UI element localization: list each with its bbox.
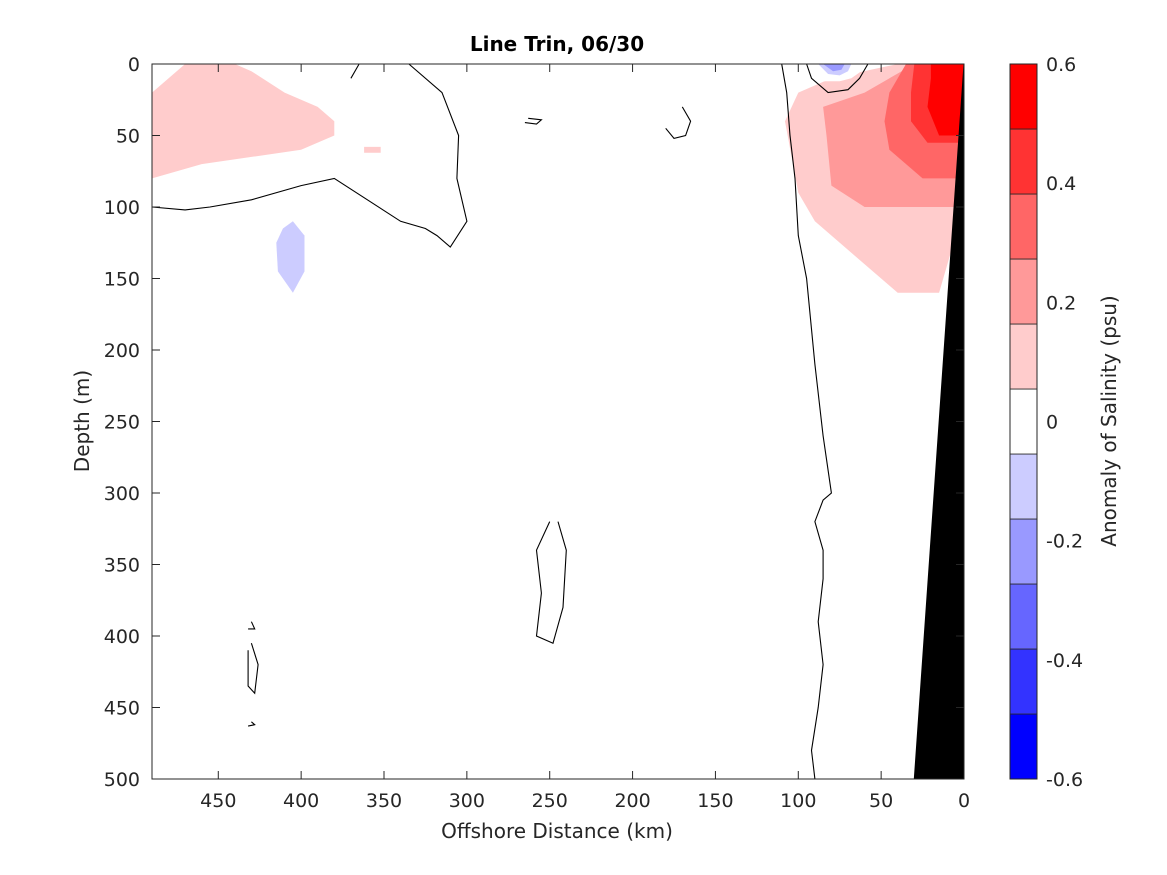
x-tick-label: 300 — [449, 790, 485, 812]
y-tick-label: 300 — [104, 483, 140, 505]
colorbar-segment — [1009, 388, 1038, 455]
x-tick-label: 450 — [200, 790, 236, 812]
x-tick-label: 50 — [869, 790, 893, 812]
x-tick-label: 0 — [958, 790, 970, 812]
y-tick-label: 0 — [128, 54, 140, 76]
colorbar-segment — [1009, 63, 1038, 130]
colorbar-tick-label: 0 — [1046, 412, 1058, 434]
colorbar-frame — [1009, 63, 1038, 780]
positive-anomaly-offshore-0.1 — [152, 64, 335, 179]
zero-contour-surface-2 — [806, 63, 869, 94]
colorbar-ticks: -0.6 -0.4 -0.2 0 0.2 0.4 0.6 — [1046, 54, 1083, 791]
chart-title: Line Trin, 06/30 — [470, 32, 644, 56]
zero-contour-small-3 — [247, 643, 259, 695]
x-tick-label: 350 — [366, 790, 402, 812]
x-tick-label: 150 — [697, 790, 733, 812]
colorbar — [1009, 63, 1038, 780]
y-tick-label: 350 — [104, 555, 140, 577]
anomaly-regions — [152, 64, 964, 336]
colorbar-segment — [1009, 713, 1038, 780]
negative-anomaly-core-0.2 — [276, 221, 305, 293]
y-tick-label: 450 — [104, 698, 140, 720]
colorbar-tick-label: -0.2 — [1046, 531, 1083, 553]
x-axis-ticks: 450 400 350 300 250 200 150 100 50 0 — [200, 64, 970, 812]
x-tick-label: 100 — [780, 790, 816, 812]
colorbar-tick-label: 0.2 — [1046, 292, 1076, 314]
y-tick-label: 50 — [116, 126, 140, 148]
colorbar-label: Anomaly of Salinity (psu) — [1097, 295, 1121, 546]
colorbar-segment — [1009, 258, 1038, 325]
negative-anomaly-140km-0.1 — [723, 145, 772, 250]
colorbar-tick-label: -0.6 — [1046, 769, 1083, 791]
x-tick-label: 200 — [614, 790, 650, 812]
negative-anomaly-surface-100km-0.3 — [823, 64, 845, 72]
y-tick-label: 500 — [104, 769, 140, 791]
positive-anomaly-nearshore-0.5 — [927, 64, 964, 136]
zero-contour-small-2 — [524, 117, 543, 125]
zero-contour-small-4 — [248, 621, 256, 630]
negative-anomaly-deep-offshore-0.1 — [168, 259, 252, 308]
colorbar-segment — [1009, 323, 1038, 390]
colorbar-tick-label: 0.4 — [1046, 173, 1076, 195]
colorbar-segment — [1009, 128, 1038, 195]
x-tick-label: 400 — [283, 790, 319, 812]
zero-contour-main — [151, 63, 468, 248]
y-tick-label: 150 — [104, 269, 140, 291]
y-tick-label: 200 — [104, 340, 140, 362]
zero-contour-nearshore — [781, 63, 832, 780]
x-tick-label: 250 — [532, 790, 568, 812]
colorbar-segment — [1009, 648, 1038, 715]
colorbar-segment — [1009, 453, 1038, 520]
plot-area — [151, 63, 965, 780]
colorbar-segment — [1009, 193, 1038, 260]
negative-anomaly-300km-0.1 — [447, 149, 495, 258]
colorbar-segment — [1009, 518, 1038, 585]
zero-contour-small-1 — [665, 106, 692, 140]
y-axis-ticks: 0 50 100 150 200 250 300 350 400 450 500 — [104, 54, 964, 791]
y-tick-label: 100 — [104, 197, 140, 219]
x-axis-label: Offshore Distance (km) — [441, 819, 673, 843]
colorbar-tick-label: -0.4 — [1046, 650, 1083, 672]
zero-contour-deep-lens — [535, 521, 567, 644]
positive-anomaly-small-0.1 — [364, 146, 381, 153]
colorbar-segment — [1009, 583, 1038, 650]
colorbar-tick-label: 0.6 — [1046, 54, 1076, 76]
y-tick-label: 400 — [104, 626, 140, 648]
negative-anomaly-surface-0.1 — [458, 64, 625, 79]
y-tick-label: 250 — [104, 412, 140, 434]
negative-anomaly-200km-0.1 — [611, 152, 663, 233]
zero-contour-small-5 — [247, 721, 256, 727]
y-axis-label: Depth (m) — [70, 370, 94, 472]
